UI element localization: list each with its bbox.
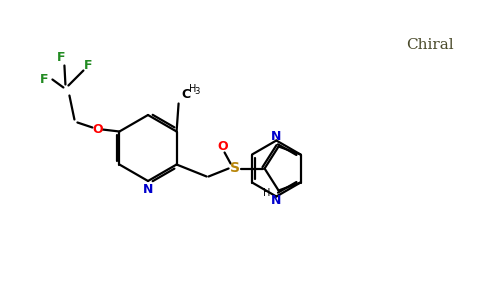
Text: H: H <box>263 188 270 197</box>
Text: N: N <box>143 183 153 196</box>
Text: Chiral: Chiral <box>406 38 454 52</box>
Text: F: F <box>57 51 66 64</box>
Text: O: O <box>217 140 228 153</box>
Text: N: N <box>271 130 281 142</box>
Text: H: H <box>189 85 196 94</box>
Text: N: N <box>271 194 281 208</box>
Text: 3: 3 <box>195 88 200 97</box>
Text: F: F <box>84 59 92 72</box>
Text: O: O <box>92 123 103 136</box>
Text: C: C <box>182 88 191 100</box>
Text: S: S <box>229 161 240 176</box>
Text: F: F <box>40 73 49 86</box>
